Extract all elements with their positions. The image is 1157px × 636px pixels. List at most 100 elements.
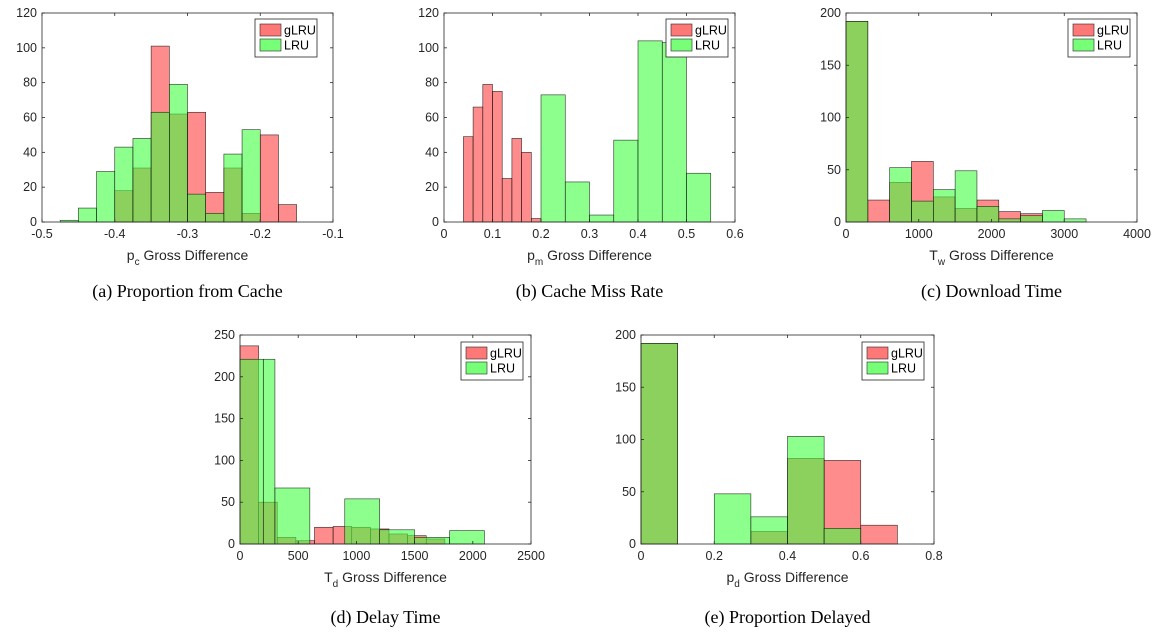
- y-tick-label: 40: [425, 145, 439, 159]
- x-tick-label: 0.2: [532, 227, 549, 241]
- bar-lru: [449, 530, 485, 545]
- bar-lru: [686, 172, 712, 223]
- bar-lru: [96, 171, 116, 223]
- legend-label-lru: LRU: [284, 39, 309, 53]
- y-tick-label: 120: [418, 6, 439, 20]
- bar-lru: [274, 487, 311, 545]
- bar-glru: [860, 524, 898, 545]
- legend-swatch-glru: [670, 23, 693, 37]
- y-tick-label: 80: [23, 76, 37, 90]
- bar-lru: [205, 212, 225, 223]
- x-axis-label-main: T: [324, 569, 333, 585]
- y-tick-label: 0: [30, 215, 37, 229]
- y-tick-label: 20: [425, 180, 439, 194]
- x-axis-label-main: p: [527, 247, 535, 263]
- bar-lru: [823, 528, 862, 545]
- x-axis-label-rest: Gross Difference: [740, 569, 849, 585]
- bar-lru: [132, 138, 152, 223]
- legend-swatch-glru: [259, 23, 282, 37]
- panel-caption: (b) Cache Miss Rate: [516, 281, 663, 302]
- bar-lru: [613, 139, 639, 223]
- x-tick-label: 0: [441, 227, 448, 241]
- x-axis-label-main: p: [127, 247, 135, 263]
- x-tick-label: 0.1: [484, 227, 501, 241]
- legend-label-lru: LRU: [695, 39, 720, 53]
- bar-lru: [954, 170, 978, 223]
- x-axis-label-main: p: [726, 569, 734, 585]
- y-tick-label: 0: [228, 537, 235, 551]
- legend-swatch-lru: [1072, 38, 1095, 52]
- x-tick-label: 500: [288, 549, 309, 563]
- bar-lru: [379, 529, 415, 545]
- bar-lru: [78, 207, 97, 223]
- y-tick-label: 50: [221, 495, 235, 509]
- legend-swatch-lru: [670, 38, 693, 52]
- y-tick-label: 0: [432, 215, 439, 229]
- x-tick-label: 1000: [342, 549, 370, 563]
- bar-lru: [114, 146, 134, 223]
- x-axis-label-main: T: [929, 247, 938, 263]
- bar-lru: [223, 153, 243, 223]
- bar-lru: [640, 343, 678, 545]
- bar-lru: [1020, 215, 1043, 223]
- legend-label-lru: LRU: [490, 362, 515, 376]
- bar-glru: [867, 199, 890, 223]
- y-tick-label: 120: [16, 6, 37, 20]
- x-axis-label: pc Gross Difference: [127, 247, 249, 268]
- bar-glru: [482, 84, 493, 223]
- y-tick-label: 200: [615, 328, 636, 342]
- bar-glru: [472, 106, 484, 223]
- y-tick-label: 40: [23, 145, 37, 159]
- bar-lru: [661, 42, 687, 223]
- histogram-panel-1: -0.5 -0.4 -0.3 -0.2 -0.1 0 20 40 60 80 100 120 pc Gr…: [16, 6, 344, 302]
- y-tick-label: 100: [16, 41, 37, 55]
- y-tick-label: 100: [820, 111, 841, 125]
- y-tick-label: 100: [418, 41, 439, 55]
- bar-lru: [589, 214, 615, 223]
- bar-lru: [239, 358, 264, 545]
- y-tick-label: 150: [820, 58, 841, 72]
- y-tick-label: 20: [23, 180, 37, 194]
- x-tick-label: 0.4: [629, 227, 646, 241]
- x-tick-label: 0.8: [925, 549, 942, 563]
- x-axis-label-rest: Gross Difference: [140, 247, 249, 263]
- x-tick-label: 0.3: [581, 227, 598, 241]
- x-tick-label: 1500: [401, 549, 429, 563]
- y-tick-label: 0: [834, 215, 841, 229]
- bar-lru: [344, 498, 380, 545]
- bar-glru: [492, 91, 503, 223]
- legend-label-lru: LRU: [1097, 39, 1122, 53]
- legend-swatch-lru: [866, 361, 889, 375]
- axes-frame: [239, 334, 532, 545]
- bar-glru: [501, 178, 513, 223]
- legend-label-glru: gLRU: [490, 347, 522, 361]
- bar-lru: [932, 189, 956, 223]
- bar-lru: [187, 193, 206, 223]
- y-tick-label: 150: [214, 412, 235, 426]
- x-tick-label: 0.2: [706, 549, 723, 563]
- legend-label-glru: gLRU: [695, 24, 727, 38]
- x-axis-label: pm Gross Difference: [527, 247, 652, 268]
- bar-lru: [150, 111, 170, 223]
- x-axis-label-subscript: m: [535, 257, 543, 268]
- x-tick-label: 2000: [978, 227, 1006, 241]
- legend-swatch-glru: [465, 346, 488, 360]
- legend-swatch-lru: [465, 361, 488, 375]
- y-tick-label: 250: [214, 328, 235, 342]
- bar-glru: [530, 218, 542, 223]
- x-tick-label: 0: [237, 549, 244, 563]
- y-tick-label: 100: [615, 433, 636, 447]
- bar-glru: [463, 136, 474, 223]
- legend-label-glru: gLRU: [1097, 24, 1129, 38]
- legend-label-glru: gLRU: [891, 347, 923, 361]
- x-tick-label: 0: [843, 227, 850, 241]
- bar-lru: [889, 167, 912, 223]
- y-tick-label: 200: [214, 370, 235, 384]
- bar-lru: [414, 537, 450, 545]
- bar-lru: [750, 516, 788, 545]
- bar-glru: [511, 138, 522, 223]
